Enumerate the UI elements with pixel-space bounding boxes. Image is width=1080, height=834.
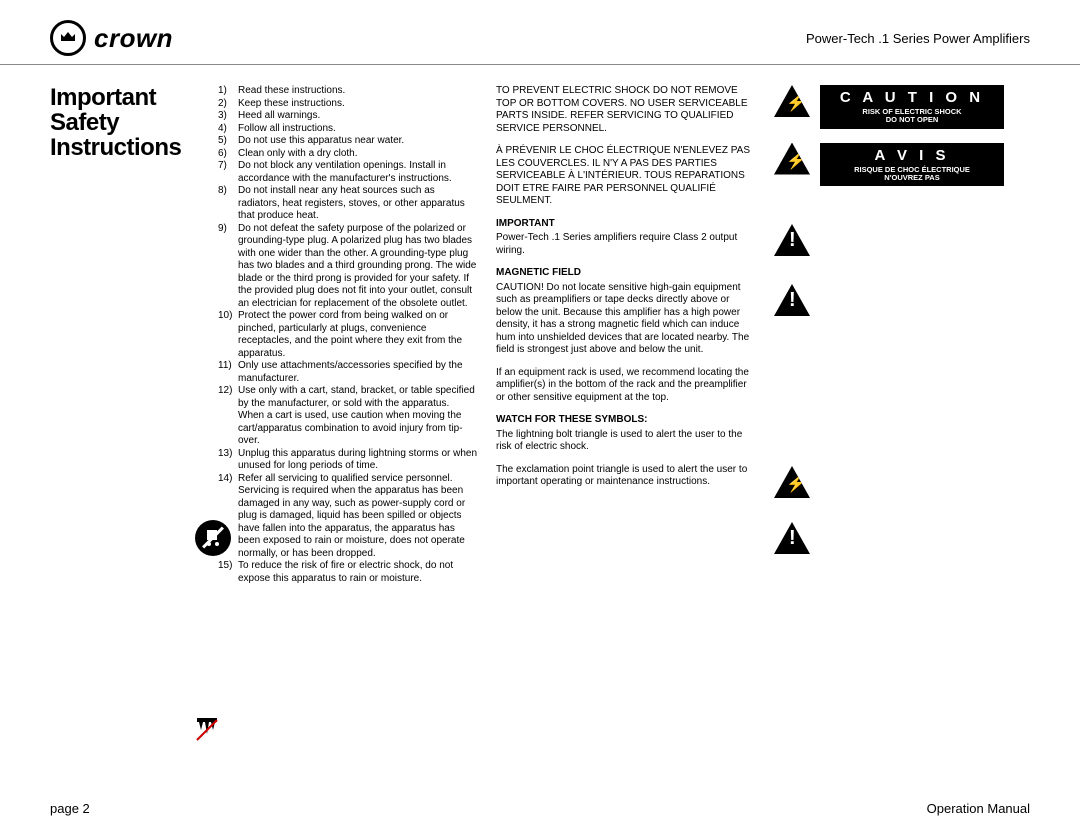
symbol-icons: ! ! ⚡ ! — [774, 224, 1004, 554]
instruction-text: Follow all instructions. — [238, 123, 478, 136]
instruction-item: 2)Keep these instructions. — [218, 98, 478, 111]
lightning-triangle-icon: ⚡ — [774, 466, 810, 498]
shock-warning-fr: À PRÉVENIR LE CHOC ÉLECTRIQUE N'ENLEVEZ … — [496, 145, 756, 208]
magnetic-text-2: If an equipment rack is used, we recomme… — [496, 367, 756, 405]
important-text: Power-Tech .1 Series amplifiers require … — [496, 232, 756, 257]
instruction-text: To reduce the risk of fire or electric s… — [238, 560, 478, 585]
page-number: page 2 — [50, 801, 90, 816]
center-column: TO PREVENT ELECTRIC SHOCK DO NOT REMOVE … — [496, 85, 756, 585]
instruction-item: 4)Follow all instructions. — [218, 123, 478, 136]
avis-sm2: N'OUVREZ PAS — [826, 174, 998, 182]
brand-name: crown — [94, 23, 173, 54]
magnetic-text-1: CAUTION! Do not locate sensitive high-ga… — [496, 282, 756, 357]
instruction-text: Unplug this apparatus during lightning s… — [238, 448, 478, 473]
lightning-triangle-icon: ⚡ — [774, 85, 810, 117]
instruction-text: Heed all warnings. — [238, 110, 478, 123]
instruction-text: Keep these instructions. — [238, 98, 478, 111]
instruction-text: Clean only with a dry cloth. — [238, 148, 478, 161]
instruction-text: Do not install near any heat sources suc… — [238, 185, 478, 223]
instruction-item: 1)Read these instructions. — [218, 85, 478, 98]
page-footer: page 2 Operation Manual — [50, 801, 1030, 816]
avis-big: A V I S — [826, 147, 998, 164]
brand-logo: crown — [50, 20, 173, 56]
instruction-item: 8)Do not install near any heat sources s… — [218, 185, 478, 223]
avis-label: A V I S RISQUE DE CHOC ÉLECTRIQUE N'OUVR… — [820, 143, 1004, 187]
exclamation-triangle-icon: ! — [774, 522, 810, 554]
instruction-item: 3)Heed all warnings. — [218, 110, 478, 123]
instruction-number: 4) — [218, 123, 238, 136]
caution-row: ⚡ C A U T I O N RISK OF ELECTRIC SHOCK D… — [774, 85, 1004, 129]
manual-label: Operation Manual — [927, 801, 1030, 816]
magnetic-heading: MAGNETIC FIELD — [496, 267, 756, 280]
lightning-triangle-icon: ⚡ — [774, 143, 810, 175]
side-icons — [195, 520, 235, 750]
page-header: crown Power-Tech .1 Series Power Amplifi… — [0, 0, 1080, 65]
instruction-text: Do not use this apparatus near water. — [238, 135, 478, 148]
title-line-1: Important Safety — [50, 84, 156, 136]
instruction-text: Protect the power cord from being walked… — [238, 310, 478, 360]
instruction-number: 11) — [218, 360, 238, 385]
instruction-number: 10) — [218, 310, 238, 360]
watch-text-1: The lightning bolt triangle is used to a… — [496, 429, 756, 454]
instruction-item: 13)Unplug this apparatus during lightnin… — [218, 448, 478, 473]
instructions-list: 1)Read these instructions.2)Keep these i… — [218, 85, 478, 585]
instruction-item: 6)Clean only with a dry cloth. — [218, 148, 478, 161]
no-moisture-icon — [195, 716, 235, 750]
instruction-item: 7)Do not block any ventilation openings.… — [218, 160, 478, 185]
crown-logo-icon — [50, 20, 86, 56]
instruction-number: 2) — [218, 98, 238, 111]
product-name: Power-Tech .1 Series Power Amplifiers — [806, 31, 1030, 46]
caution-label: C A U T I O N RISK OF ELECTRIC SHOCK DO … — [820, 85, 1004, 129]
instruction-item: 9)Do not defeat the safety purpose of th… — [218, 223, 478, 311]
watch-symbols-heading: WATCH FOR THESE SYMBOLS: — [496, 414, 756, 427]
avis-row: ⚡ A V I S RISQUE DE CHOC ÉLECTRIQUE N'OU… — [774, 143, 1004, 187]
instruction-number: 13) — [218, 448, 238, 473]
exclamation-triangle-icon: ! — [774, 284, 810, 316]
instruction-number: 3) — [218, 110, 238, 123]
instruction-text: Do not defeat the safety purpose of the … — [238, 223, 478, 311]
page-title: Important SafetyInstructions — [50, 85, 200, 585]
instruction-text: Only use attachments/accessories specifi… — [238, 360, 478, 385]
exclamation-triangle-icon: ! — [774, 224, 810, 256]
instruction-text: Refer all servicing to qualified service… — [238, 473, 478, 561]
instruction-text: Use only with a cart, stand, bracket, or… — [238, 385, 478, 448]
instruction-number: 1) — [218, 85, 238, 98]
instruction-item: 15)To reduce the risk of fire or electri… — [218, 560, 478, 585]
instruction-item: 11)Only use attachments/accessories spec… — [218, 360, 478, 385]
warning-column: ⚡ C A U T I O N RISK OF ELECTRIC SHOCK D… — [774, 85, 1004, 585]
instruction-number: 8) — [218, 185, 238, 223]
caution-sm2: DO NOT OPEN — [826, 116, 998, 124]
instruction-item: 14)Refer all servicing to qualified serv… — [218, 473, 478, 561]
no-tipping-cart-icon — [195, 520, 231, 556]
instruction-item: 12)Use only with a cart, stand, bracket,… — [218, 385, 478, 448]
instruction-number: 12) — [218, 385, 238, 448]
instruction-number: 9) — [218, 223, 238, 311]
instruction-number: 5) — [218, 135, 238, 148]
title-line-2: Instructions — [50, 134, 181, 161]
instruction-item: 10)Protect the power cord from being wal… — [218, 310, 478, 360]
instruction-number: 7) — [218, 160, 238, 185]
instruction-text: Do not block any ventilation openings. I… — [238, 160, 478, 185]
main-content: Important SafetyInstructions 1)Read thes… — [0, 65, 1080, 585]
instruction-text: Read these instructions. — [238, 85, 478, 98]
watch-text-2: The exclamation point triangle is used t… — [496, 464, 756, 489]
caution-big: C A U T I O N — [826, 89, 998, 106]
instruction-number: 6) — [218, 148, 238, 161]
shock-warning-en: TO PREVENT ELECTRIC SHOCK DO NOT REMOVE … — [496, 85, 756, 135]
important-heading: IMPORTANT — [496, 218, 756, 231]
instruction-item: 5)Do not use this apparatus near water. — [218, 135, 478, 148]
